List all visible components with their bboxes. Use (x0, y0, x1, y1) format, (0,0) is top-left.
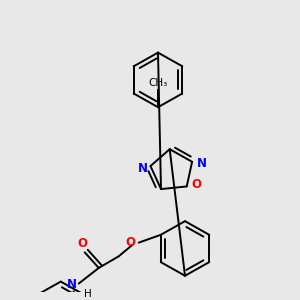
Text: N: N (137, 161, 148, 175)
Text: O: O (126, 236, 136, 249)
Text: H: H (84, 290, 92, 299)
Text: O: O (192, 178, 202, 191)
Text: N: N (197, 157, 207, 170)
Text: O: O (78, 237, 88, 250)
Text: CH₃: CH₃ (148, 78, 168, 88)
Text: N: N (67, 278, 77, 291)
